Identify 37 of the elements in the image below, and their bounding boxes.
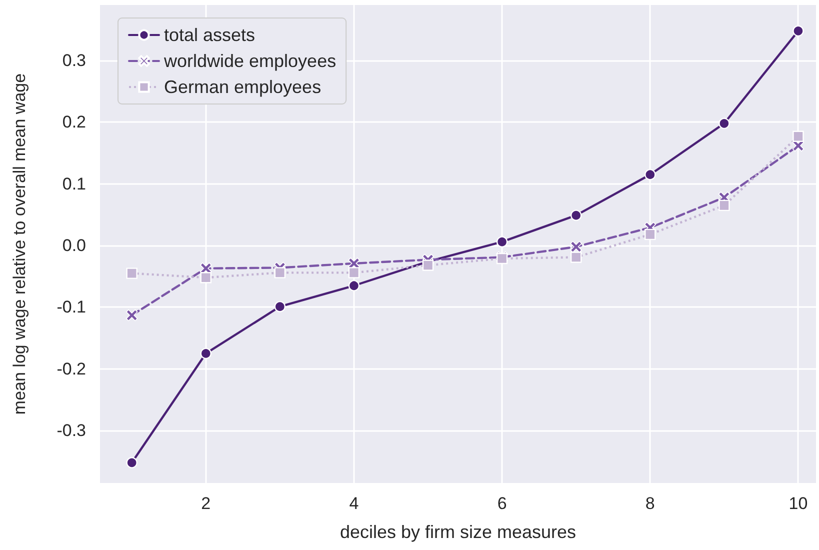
- y-tick-label: 0.3: [62, 51, 86, 70]
- point: [126, 268, 138, 279]
- point: [200, 348, 212, 360]
- x-tick-label: 2: [201, 494, 211, 513]
- point: [570, 252, 582, 263]
- point: [644, 228, 656, 240]
- point: [348, 280, 360, 292]
- x-axis-title: deciles by firm size measures: [340, 522, 576, 542]
- point: [274, 301, 286, 312]
- y-tick-label: 0.0: [62, 236, 86, 256]
- point: [422, 260, 434, 271]
- point: [718, 118, 730, 130]
- legend-label: total assets: [164, 25, 256, 45]
- point: [570, 240, 582, 253]
- point: [792, 25, 804, 36]
- y-tick-label: -0.3: [56, 421, 86, 440]
- legend-label: worldwide employees: [163, 51, 336, 71]
- point: [274, 267, 286, 278]
- legend-label: German employees: [164, 77, 322, 97]
- point: [126, 309, 138, 322]
- x-tick-label: 10: [788, 494, 808, 513]
- y-tick-label: -0.1: [56, 298, 86, 317]
- point: [126, 457, 138, 468]
- point: [792, 130, 804, 142]
- x-tick-label: 8: [645, 494, 655, 513]
- x-tick-label: 6: [497, 494, 507, 513]
- point: [644, 169, 656, 180]
- y-tick-label: -0.2: [56, 359, 86, 378]
- point: [718, 200, 730, 212]
- point: [348, 267, 360, 278]
- x-tick-label: 4: [349, 494, 359, 513]
- y-axis-title: mean log wage relative to overall mean wage: [10, 73, 29, 415]
- y-tick-label: 0.2: [62, 112, 86, 132]
- point: [200, 272, 212, 284]
- point: [570, 210, 582, 221]
- y-tick-label: 0.1: [62, 174, 86, 194]
- point: [496, 236, 508, 248]
